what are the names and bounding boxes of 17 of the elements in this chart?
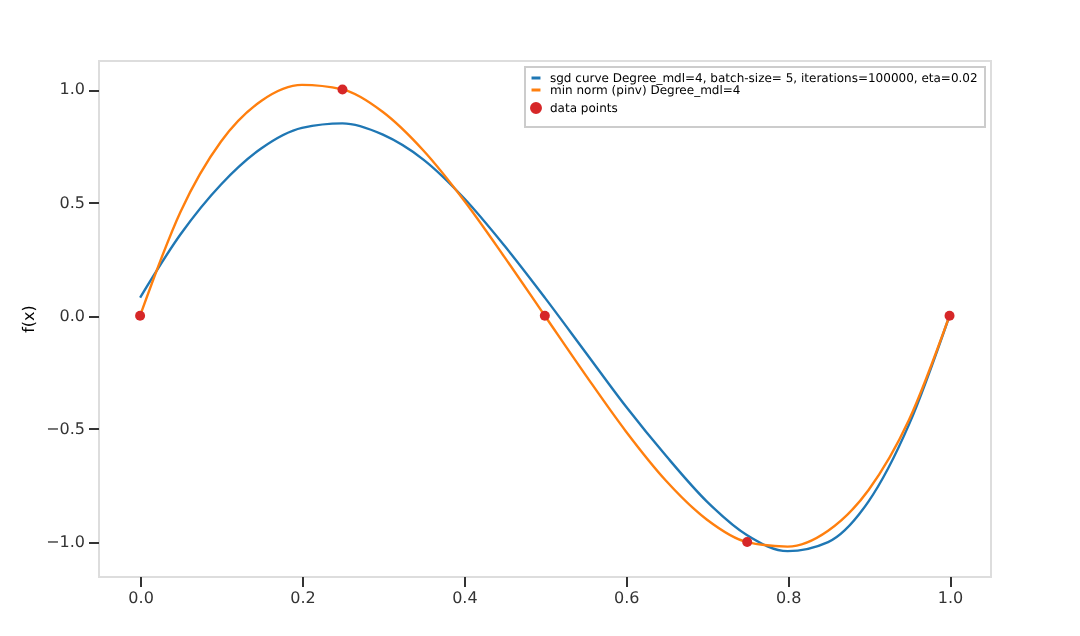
x-tick-label: 0.4 [452,589,478,607]
x-tick-label: 0.2 [290,589,316,607]
point [539,310,550,321]
point [337,84,348,95]
x-tick-label: 1.0 [937,589,964,607]
point [944,310,955,321]
x-tick-label: 0.6 [614,589,640,607]
y-axis-title: f(x) [20,305,39,333]
point [135,310,146,321]
y-tick-label: −0.5 [46,419,85,438]
point [742,537,753,548]
y-tick-label: 1.0 [59,80,85,99]
x-tick-label: 0.8 [775,589,802,607]
x-tick-label: 0.0 [128,589,154,607]
y-tick-label: 0.0 [59,306,85,325]
y-tick-label: −1.0 [46,533,85,552]
y-tick-label: 0.5 [59,193,85,212]
